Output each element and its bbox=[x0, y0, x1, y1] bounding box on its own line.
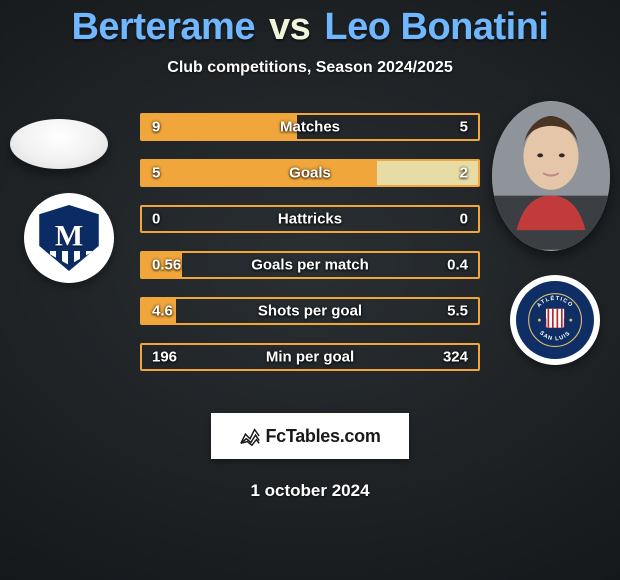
player2-avatar bbox=[492, 101, 610, 251]
title-player2: Leo Bonatini bbox=[324, 6, 548, 48]
stat-row: 5 Goals 2 bbox=[140, 159, 480, 187]
crest-emblem-icon: ATLÉTICO SAN LUIS bbox=[527, 292, 583, 348]
title-vs: vs bbox=[269, 6, 310, 48]
stat-row: 0.56 Goals per match 0.4 bbox=[140, 251, 480, 279]
crest-letter: M bbox=[55, 219, 83, 253]
page-title: Berterame vs Leo Bonatini bbox=[0, 6, 620, 49]
subtitle: Club competitions, Season 2024/2025 bbox=[0, 59, 620, 77]
stat-value-right: 5.5 bbox=[447, 303, 468, 320]
monterrey-crest: M bbox=[24, 193, 114, 283]
stat-bars: 9 Matches 5 5 Goals 2 0 Hattricks 0 0.56 Goals per… bbox=[140, 113, 480, 371]
stat-value-right: 5 bbox=[460, 119, 468, 136]
stat-value-left: 0 bbox=[152, 211, 160, 228]
stat-fill-left bbox=[142, 161, 377, 185]
stat-value-left: 4.6 bbox=[152, 303, 173, 320]
stat-value-right: 2 bbox=[460, 165, 468, 182]
stat-value-right: 0.4 bbox=[447, 257, 468, 274]
chart-icon bbox=[239, 425, 261, 447]
stat-row: 196 Min per goal 324 bbox=[140, 343, 480, 371]
stat-value-right: 324 bbox=[443, 349, 468, 366]
comparison-card: Berterame vs Leo Bonatini Club competiti… bbox=[0, 0, 620, 501]
atletico-san-luis-crest: ATLÉTICO SAN LUIS bbox=[510, 275, 600, 365]
player1-avatar bbox=[10, 119, 108, 169]
stat-label: Goals bbox=[289, 165, 331, 182]
brand-box: FcTables.com bbox=[211, 413, 409, 459]
title-player1: Berterame bbox=[71, 6, 255, 48]
crest-inner: ATLÉTICO SAN LUIS bbox=[516, 281, 594, 359]
stat-label: Matches bbox=[280, 119, 340, 136]
stat-value-left: 0.56 bbox=[152, 257, 181, 274]
stats-stage: M bbox=[0, 113, 620, 393]
stat-label: Hattricks bbox=[278, 211, 342, 228]
stat-fill-left bbox=[142, 115, 297, 139]
date-label: 1 october 2024 bbox=[0, 481, 620, 501]
stat-row: 0 Hattricks 0 bbox=[140, 205, 480, 233]
stat-value-left: 196 bbox=[152, 349, 177, 366]
stat-row: 9 Matches 5 bbox=[140, 113, 480, 141]
stat-value-left: 9 bbox=[152, 119, 160, 136]
stat-label: Min per goal bbox=[266, 349, 354, 366]
stat-value-left: 5 bbox=[152, 165, 160, 182]
stat-value-right: 0 bbox=[460, 211, 468, 228]
stat-label: Shots per goal bbox=[258, 303, 362, 320]
stat-row: 4.6 Shots per goal 5.5 bbox=[140, 297, 480, 325]
player-silhouette-icon bbox=[492, 101, 610, 251]
brand-text: FcTables.com bbox=[265, 426, 380, 447]
stat-label: Goals per match bbox=[251, 257, 369, 274]
